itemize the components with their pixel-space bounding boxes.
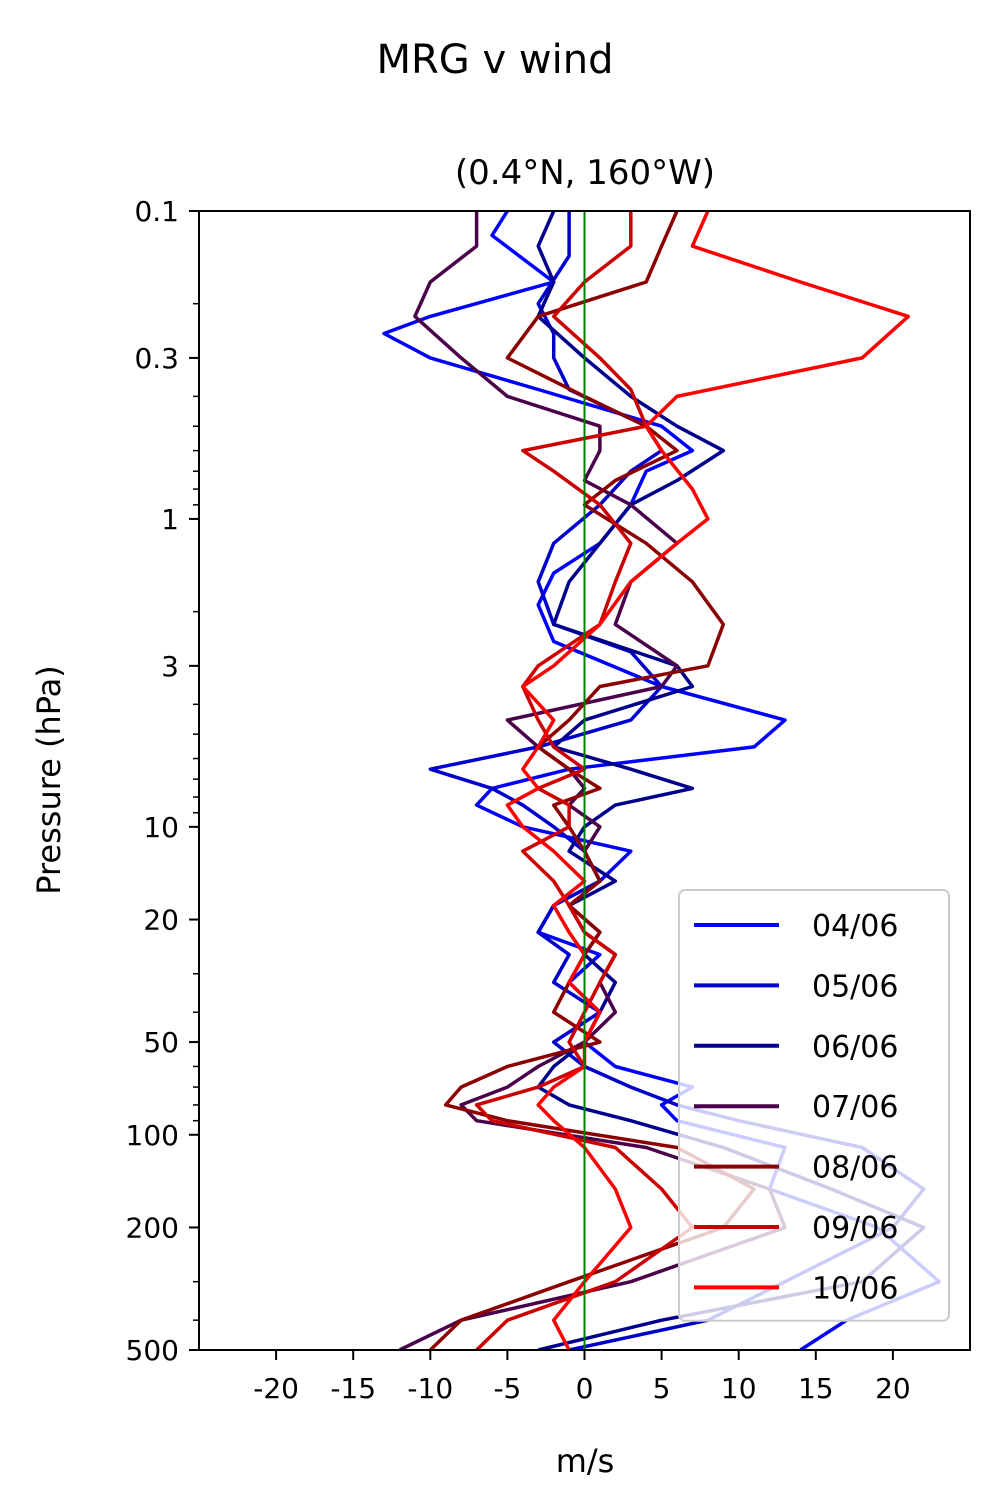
y-tick-label: 0.3	[134, 342, 179, 375]
legend-label: 04/06	[812, 909, 898, 944]
y-tick-label: 100	[126, 1119, 179, 1152]
y-tick-label: 0.1	[134, 195, 179, 228]
legend-box	[678, 889, 950, 1322]
x-tick-label: 0	[576, 1372, 594, 1405]
legend-label: 07/06	[812, 1090, 898, 1125]
x-tick-label: 5	[653, 1372, 671, 1405]
y-tick-label: 500	[126, 1334, 179, 1367]
legend: 04/06 05/06 06/06 07/06 08/06 09/06 10/06	[678, 889, 950, 1322]
chart-subtitle: (0.4°N, 160°W)	[455, 153, 715, 193]
y-axis-label: Pressure (hPa)	[30, 665, 68, 895]
series-line-7	[505, 211, 911, 1350]
x-tick-label: -15	[330, 1372, 376, 1405]
x-tick-label: 15	[798, 1372, 834, 1405]
y-tick-label: 20	[143, 904, 179, 937]
y-tick-label: 3	[161, 650, 179, 683]
x-tick-label: -10	[407, 1372, 453, 1405]
legend-label: 10/06	[812, 1271, 898, 1306]
chart-title: MRG v wind	[377, 37, 614, 83]
x-axis-label: m/s	[556, 1442, 615, 1480]
x-tick-label: -5	[493, 1372, 521, 1405]
legend-label: 06/06	[812, 1030, 898, 1065]
y-tick-label: 50	[143, 1026, 179, 1059]
x-tick-label: 10	[721, 1372, 757, 1405]
y-axis: 0.1 0.3 1 3 10 20 50 100 200 500	[126, 195, 199, 1367]
y-tick-label: 200	[126, 1211, 179, 1244]
series-line-1	[382, 211, 941, 1350]
x-tick-label: -20	[253, 1372, 299, 1405]
y-tick-label: 1	[161, 503, 179, 536]
x-tick-label: 20	[875, 1372, 911, 1405]
series-layer	[382, 211, 941, 1350]
series-line-3	[536, 211, 926, 1350]
series-line-6	[474, 211, 695, 1350]
y-tick-label: 10	[143, 811, 179, 844]
x-axis: -20 -15 -10 -5 0 5 10 15 20	[253, 1350, 911, 1405]
legend-label: 05/06	[812, 969, 898, 1004]
legend-label: 08/06	[812, 1151, 898, 1186]
legend-label: 09/06	[812, 1211, 898, 1246]
